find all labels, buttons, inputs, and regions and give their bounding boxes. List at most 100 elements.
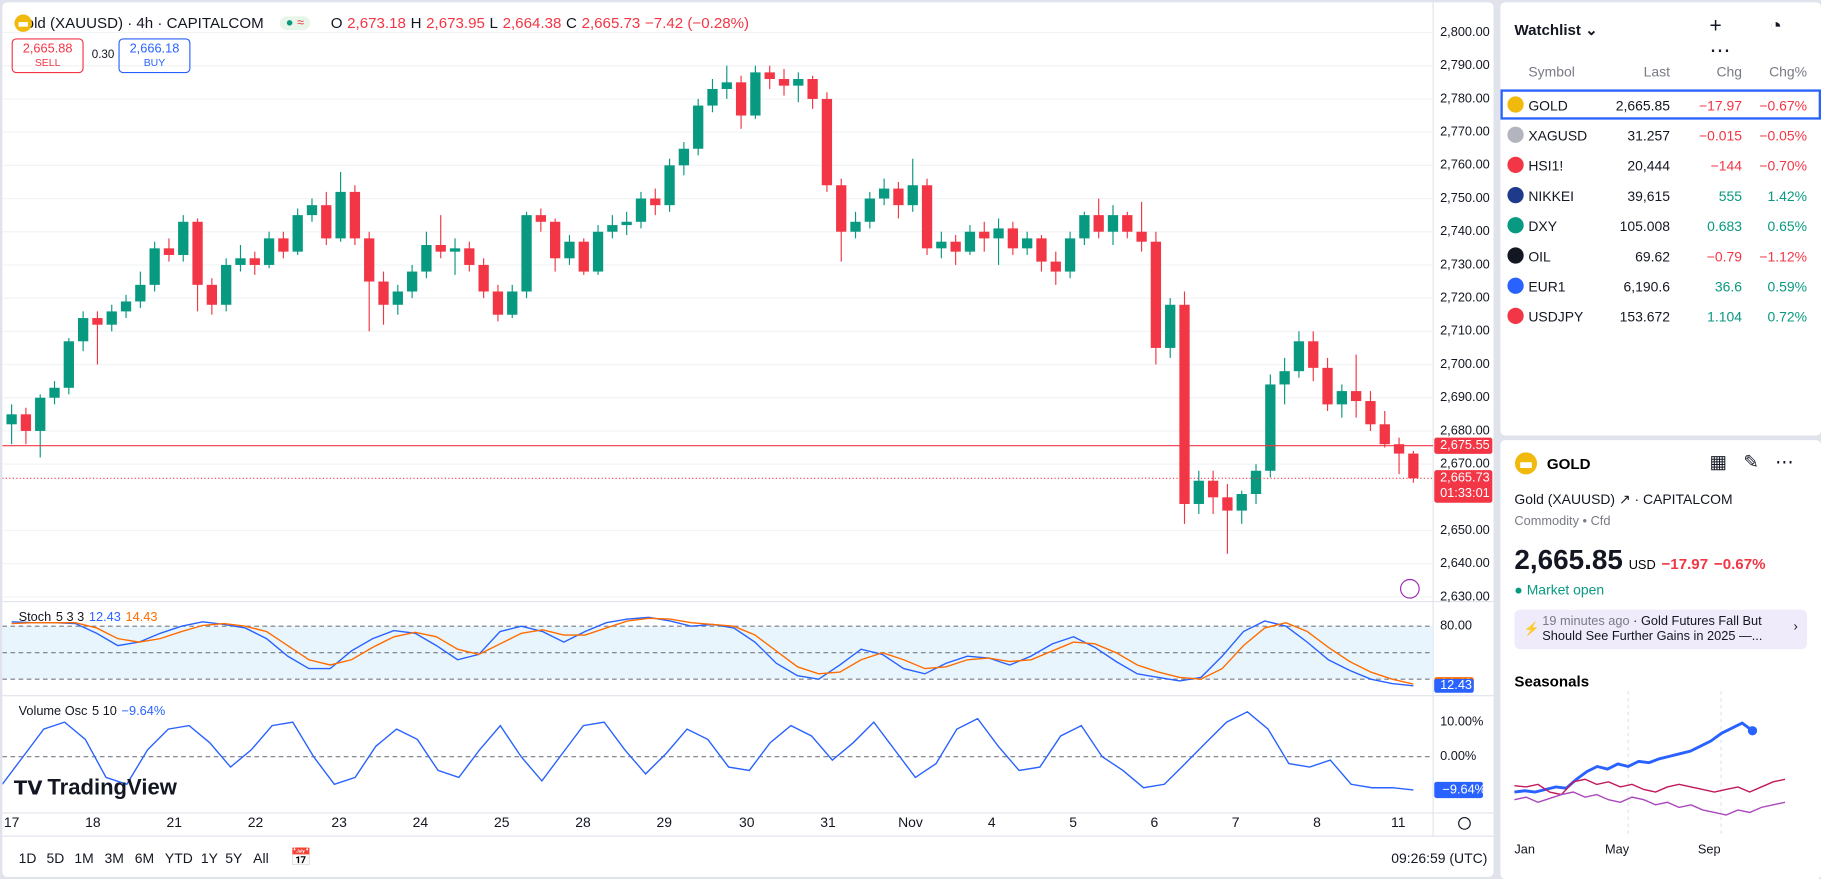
candle-body [378, 281, 389, 305]
last: 153.672 [1619, 308, 1671, 326]
logo-text: TradingView [47, 775, 177, 801]
x-tick-label: 21 [166, 814, 182, 830]
y-tick-label: 2,640.00 [1440, 555, 1490, 570]
watchlist-title[interactable]: Watchlist ⌄ [1514, 20, 1598, 39]
chg: 555 [1718, 188, 1743, 205]
symbol: OIL [1528, 248, 1551, 265]
watchlist-row[interactable]: DXY 105.008 0.683 0.65% [1500, 210, 1821, 240]
watchlist-row[interactable]: HSI1! 20,444 −144 −0.70% [1500, 150, 1821, 180]
candle-body [135, 284, 146, 302]
symbol: NIKKEI [1528, 188, 1575, 205]
seasonal-line [1514, 791, 1786, 816]
chg-pct: −1.12% [1759, 248, 1808, 265]
candle-body [1336, 391, 1347, 405]
details-currency: USD [1628, 558, 1656, 573]
seasonals-title: Seasonals [1514, 672, 1590, 690]
x-tick-label: 23 [331, 814, 347, 830]
x-tick-label: 30 [739, 814, 755, 830]
candle-body [421, 245, 432, 272]
chg: −0.015 [1699, 127, 1743, 145]
last: 105.008 [1619, 218, 1671, 235]
vol-legend-part: Volume Osc [19, 703, 88, 718]
range-button[interactable]: 5Y [225, 850, 243, 867]
candle-body [1007, 228, 1019, 249]
candle-body [850, 221, 861, 232]
stoch-legend-part: 14.43 [126, 609, 158, 624]
ohlc-o: 2,673.18 [347, 13, 406, 32]
sell-button[interactable]: 2,665.88 SELL [11, 38, 84, 74]
y-tick-label: 2,740.00 [1440, 223, 1490, 238]
candle-body [693, 105, 704, 149]
last: 31.257 [1627, 127, 1671, 145]
range-button[interactable]: 5D [46, 850, 65, 867]
ohlc-c: 2,665.73 [581, 13, 641, 32]
range-button[interactable]: 6M [134, 850, 155, 867]
y-tick-label: 2,730.00 [1440, 256, 1490, 271]
details-kind: Commodity [1514, 514, 1580, 529]
candle-body [893, 188, 904, 206]
last: 6,190.6 [1623, 278, 1671, 295]
watchlist-row[interactable]: OIL 69.62 −0.79 −1.12% [1500, 240, 1821, 270]
symbol-icon [1507, 126, 1524, 143]
symbol-icon [1507, 186, 1524, 204]
candle-body [578, 241, 589, 272]
watchlist-row[interactable]: EUR1 6,190.6 36.6 0.59% [1500, 271, 1821, 301]
candle-body [1350, 391, 1362, 402]
symbol-icon [1507, 247, 1524, 264]
candle-body [778, 79, 790, 86]
candle-body [878, 188, 890, 199]
watchlist-row[interactable]: USDJPY 153.672 1.104 0.72% [1500, 301, 1821, 331]
candle-body [206, 284, 218, 305]
range-button[interactable]: 1M [74, 850, 94, 867]
y-tick-label: 2,750.00 [1440, 190, 1490, 205]
candle-body [35, 397, 46, 431]
range-button[interactable]: All [253, 850, 269, 867]
vol-badge [1434, 781, 1484, 799]
candle-body [1293, 341, 1305, 372]
last: 2,665.85 [1615, 97, 1671, 114]
candle-body [993, 228, 1004, 239]
symbol: HSI1! [1528, 157, 1564, 175]
range-button[interactable]: YTD [164, 850, 193, 867]
x-tick-label: 22 [248, 814, 264, 830]
details-actions[interactable]: ▦✎⋯ [1709, 452, 1811, 473]
chart-panel: 2,800.00 2,790.00 2,780.00 2,770.00 2,760.00… [2, 2, 1494, 877]
candle-body [192, 221, 203, 285]
y-tick-label: 2,800.00 [1440, 24, 1490, 39]
x-tick-label: 5 [1069, 814, 1077, 830]
news-time: 19 minutes ago [1542, 614, 1630, 629]
candle-body [120, 301, 132, 312]
candle-body [321, 205, 332, 239]
range-button[interactable]: 3M [104, 850, 124, 867]
buy-button[interactable]: 2,666.18 BUY [118, 38, 191, 74]
candle-body [77, 318, 89, 342]
candle-body [263, 238, 275, 265]
candle-body [1022, 238, 1033, 249]
range-button[interactable]: 1D [18, 850, 37, 867]
candle-body [592, 231, 604, 272]
watchlist-row[interactable]: XAGUSD 31.257 −0.015 −0.05% [1500, 120, 1821, 150]
y-tick-label: 2,680.00 [1440, 422, 1490, 437]
stoch-legend-part: 12.43 [89, 609, 121, 624]
details-icon [1514, 452, 1538, 475]
last: 69.62 [1635, 248, 1671, 265]
chg-pct: 1.42% [1767, 188, 1808, 205]
watchlist-actions[interactable]: + ◔ ⋯ [1709, 13, 1803, 62]
range-button[interactable]: 1Y [200, 850, 218, 867]
y-tick-label: 2,710.00 [1440, 323, 1490, 338]
ohlc-o-label: O [330, 13, 343, 32]
symbol-icon [1507, 156, 1524, 174]
watchlist-row[interactable]: GOLD 2,665.85 −17.97 −0.67% [1500, 89, 1821, 120]
indicator-line [11, 617, 1414, 685]
candle-body [821, 98, 833, 186]
candle-body [1093, 215, 1104, 232]
candle-body [1365, 401, 1376, 425]
candle-body [235, 258, 246, 265]
chg: −144 [1710, 157, 1743, 175]
news-card[interactable]: 19 minutes ago · Gold Futures Fall But S… [1514, 609, 1808, 650]
y-tick-label: 2,700.00 [1440, 356, 1490, 371]
x-tick-label: 8 [1313, 814, 1321, 830]
watchlist-row[interactable]: NIKKEI 39,615 555 1.42% [1500, 180, 1821, 210]
news-headline: Gold Futures Fall But Should See Further… [1542, 614, 1763, 644]
candle-body [1193, 480, 1204, 504]
